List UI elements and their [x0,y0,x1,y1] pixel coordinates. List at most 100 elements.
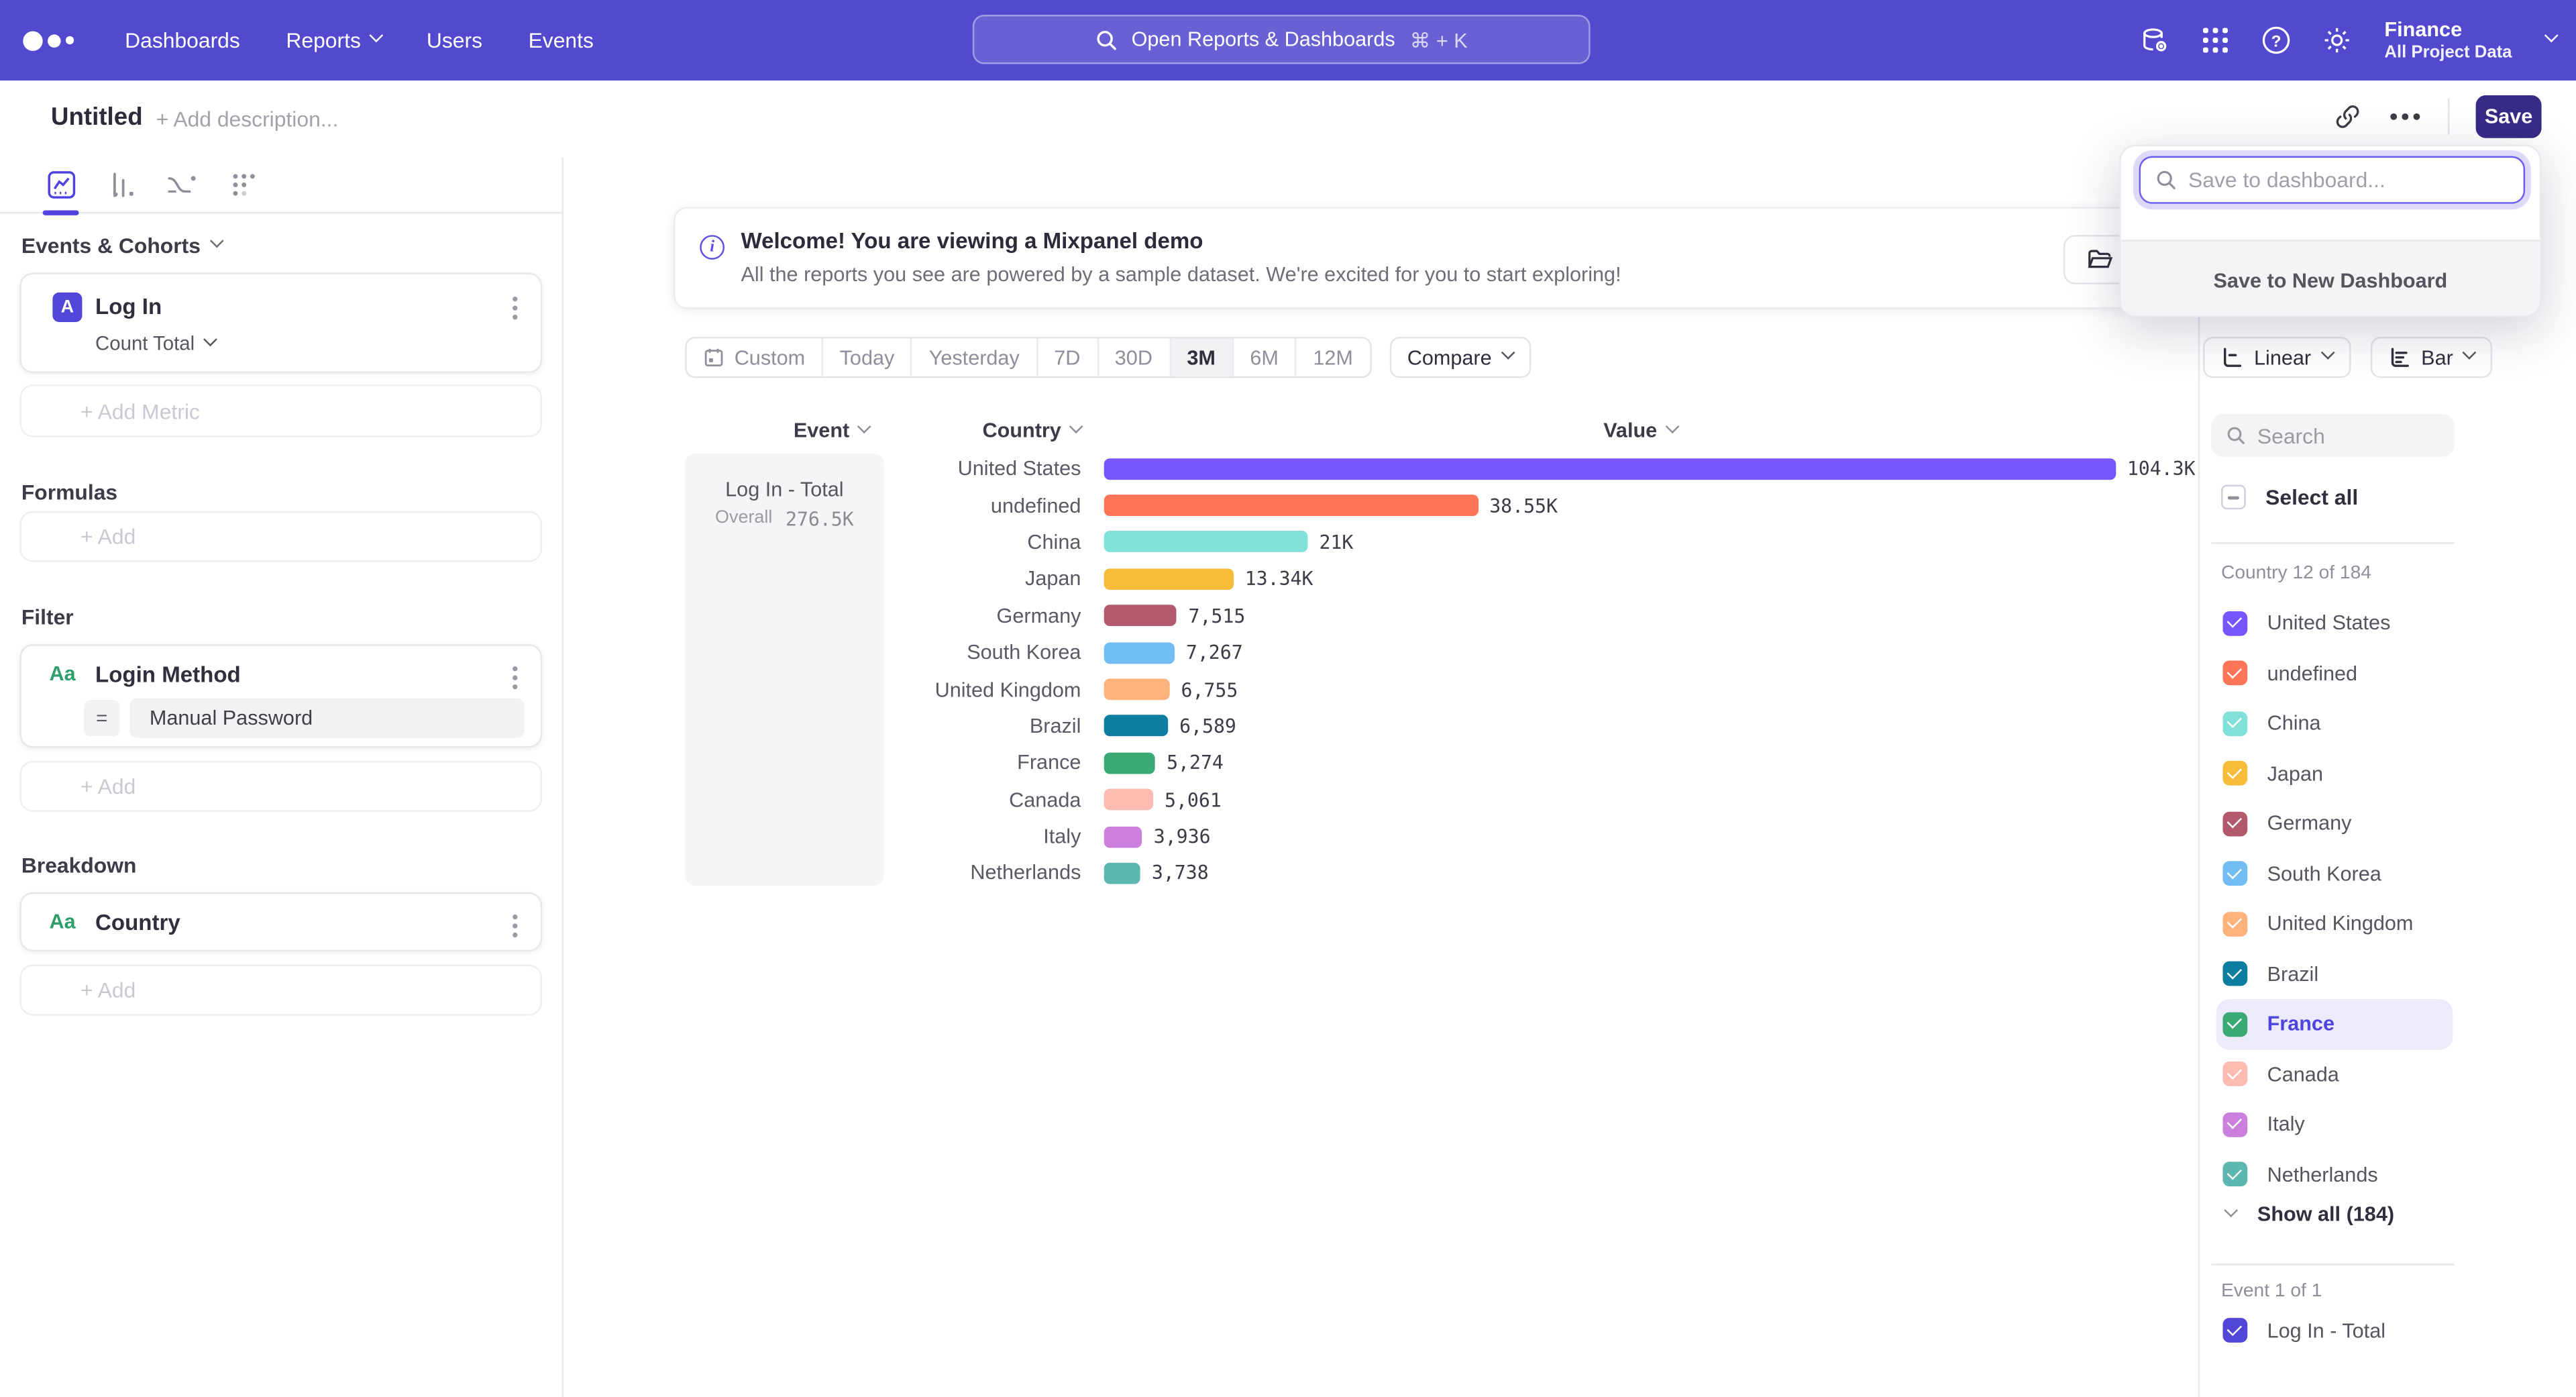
country-legend-item[interactable]: France [2216,998,2453,1049]
tab-insights[interactable] [42,164,79,215]
save-button[interactable]: Save [2475,95,2542,138]
country-legend-item[interactable]: Netherlands [2216,1149,2453,1200]
add-description[interactable]: + Add description... [156,107,339,132]
country-legend-item[interactable]: Germany [2216,798,2453,849]
bar[interactable] [1104,715,1168,737]
select-all-checkbox[interactable]: Select all [2221,484,2358,510]
bar[interactable] [1104,641,1175,664]
date-range-segment[interactable]: Today [823,338,913,376]
add-filter-button[interactable]: + Add [19,760,543,812]
country-legend-item[interactable]: Canada [2216,1049,2453,1100]
checked-checkbox-icon[interactable] [2222,611,2248,636]
date-range-segment[interactable]: 6M [1234,338,1297,376]
chart-style-button[interactable]: Bar [2370,337,2493,378]
breakdown-kebab-icon[interactable] [513,923,518,929]
bar[interactable] [1104,752,1155,774]
mixpanel-logo-icon[interactable] [23,30,82,50]
country-legend-item[interactable]: Brazil [2216,949,2453,999]
event-legend-item[interactable]: Log In - Total [2222,1318,2385,1343]
date-range-control: Custom Today Yesterday 7D [685,337,1371,378]
checked-checkbox-icon[interactable] [2222,1062,2248,1087]
country-legend-item[interactable]: United States [2216,598,2453,648]
events-section-label[interactable]: Events & Cohorts [21,234,224,258]
breakdown-property-name[interactable]: Country [95,910,180,935]
add-metric-button[interactable]: + Add Metric [19,384,543,437]
apps-grid-icon[interactable] [2199,24,2232,57]
event-column-header[interactable]: Event [794,419,871,442]
tab-flows[interactable] [166,164,199,207]
checked-checkbox-icon[interactable] [2222,861,2248,886]
breakdown-card[interactable]: Aa Country [19,892,543,951]
bar[interactable] [1104,495,1479,517]
bar[interactable] [1104,825,1142,847]
checked-checkbox-icon[interactable] [2222,711,2248,736]
country-legend-item[interactable]: Japan [2216,749,2453,799]
country-legend-item[interactable]: undefined [2216,648,2453,698]
checked-checkbox-icon[interactable] [2222,1318,2248,1343]
legend-search-input[interactable] [2257,423,2438,448]
event-summary-card[interactable]: Log In - Total Overall 276.5K [685,453,884,886]
bar[interactable] [1104,862,1140,884]
nav-item[interactable]: Reports [286,28,383,52]
filter-operator[interactable]: = [83,700,120,737]
checked-checkbox-icon[interactable] [2222,761,2248,786]
filter-card[interactable]: Aa Login Method = Manual Password [19,644,543,748]
country-legend-item[interactable]: Italy [2216,1099,2453,1149]
aggregation-selector[interactable]: Count Total [95,331,217,355]
project-chevron-down-icon[interactable] [2544,28,2559,43]
nav-item[interactable]: Dashboards [125,28,240,53]
scale-selector-button[interactable]: Linear [2203,337,2351,378]
bar[interactable] [1104,605,1177,627]
country-legend-item[interactable]: China [2216,698,2453,749]
filter-kebab-icon[interactable] [513,675,518,680]
checked-checkbox-icon[interactable] [2222,911,2248,937]
copy-link-icon[interactable] [2333,102,2363,132]
filter-property-name[interactable]: Login Method [95,662,241,687]
nav-item[interactable]: Events [528,28,594,53]
checked-checkbox-icon[interactable] [2222,1162,2248,1187]
checked-checkbox-icon[interactable] [2222,1011,2248,1037]
tab-retention[interactable] [227,164,260,207]
bar[interactable] [1104,568,1234,590]
bar[interactable] [1104,458,2116,480]
data-management-icon[interactable] [2138,24,2171,57]
value-column-header[interactable]: Value [1603,419,1679,442]
country-column-header[interactable]: Country [982,419,1083,442]
page-title[interactable]: Untitled [50,103,143,132]
dashboard-search-input[interactable] [2188,167,2501,193]
date-range-segment[interactable]: 12M [1313,346,1353,369]
metric-kebab-icon[interactable] [513,305,518,311]
help-icon[interactable]: ? [2259,24,2292,57]
add-formula-button[interactable]: + Add [19,511,543,562]
country-legend-item[interactable]: South Korea [2216,849,2453,899]
project-switcher[interactable]: Finance All Project Data [2384,18,2512,62]
compare-button[interactable]: Compare [1389,337,1532,378]
country-label: United Kingdom [934,678,1081,701]
date-range-segment[interactable]: 7D [1038,338,1099,376]
checked-checkbox-icon[interactable] [2222,811,2248,836]
metric-card[interactable]: A Log In Count Total [19,272,543,373]
settings-gear-icon[interactable] [2320,24,2353,57]
date-range-segment[interactable]: Custom [687,338,824,376]
show-all-toggle[interactable]: Show all (184) [2224,1202,2394,1226]
dashboard-search-field[interactable] [2139,156,2526,204]
nav-item[interactable]: Users [426,28,483,53]
add-breakdown-button[interactable]: + Add [19,964,543,1016]
metric-event-name[interactable]: Log In [95,294,162,319]
date-range-segment[interactable]: Yesterday [912,338,1038,376]
bar[interactable] [1104,678,1170,701]
legend-search[interactable] [2211,414,2455,457]
save-to-new-dashboard-button[interactable]: Save to New Dashboard [2121,240,2540,316]
more-options-button[interactable] [2402,113,2409,120]
bar[interactable] [1104,789,1153,811]
checked-checkbox-icon[interactable] [2222,1112,2248,1137]
filter-value[interactable]: Manual Password [129,698,525,738]
checked-checkbox-icon[interactable] [2222,661,2248,686]
date-range-segment[interactable]: 30D [1098,338,1171,376]
bar[interactable] [1104,531,1308,554]
date-range-segment[interactable]: 3M [1170,338,1234,376]
tab-funnels[interactable] [105,164,138,207]
checked-checkbox-icon[interactable] [2222,962,2248,987]
country-legend-item[interactable]: United Kingdom [2216,899,2453,949]
global-search-button[interactable]: Open Reports & Dashboards ⌘ + K [972,15,1591,64]
